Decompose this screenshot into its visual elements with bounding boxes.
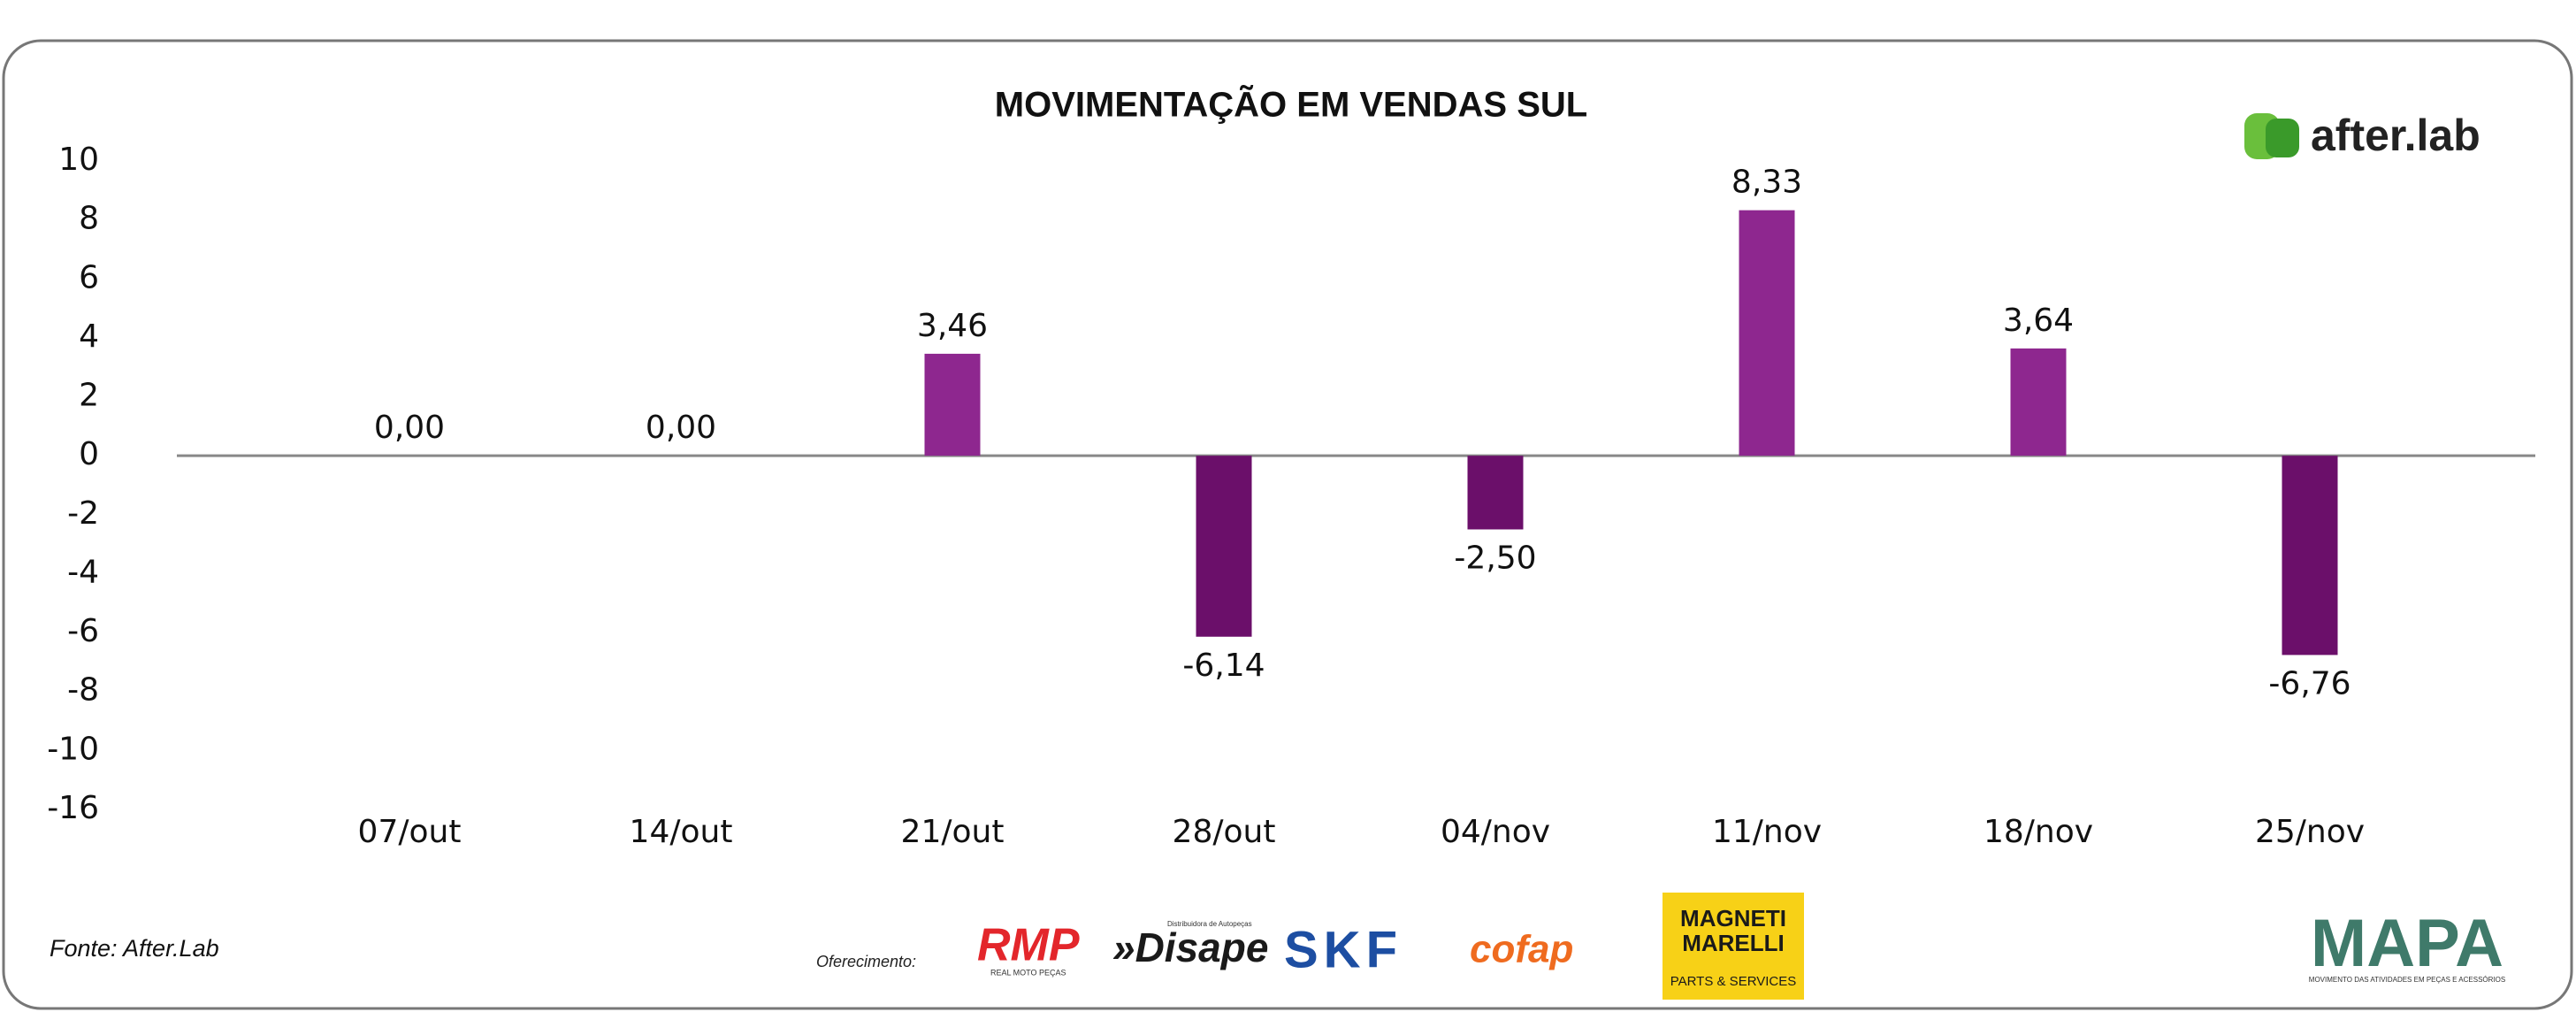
value-label: 3,64	[2003, 303, 2074, 339]
value-label: 8,33	[1731, 165, 1802, 201]
sponsor-box	[1663, 893, 1804, 1000]
sponsor: MAGNETI	[1680, 905, 1786, 932]
y-tick-label: -2	[67, 495, 99, 532]
frame	[2, 39, 2573, 1010]
bar	[2010, 348, 2067, 456]
y-tick-label: -8	[67, 672, 99, 709]
x-tick-label: 11/nov	[1712, 814, 1822, 850]
y-tick-label: 6	[79, 259, 99, 295]
x-tick-label: 04/nov	[1441, 814, 1550, 850]
sponsor-sub: REAL MOTO PEÇAS	[990, 968, 1066, 977]
y-tick-label: -4	[67, 554, 99, 590]
value-label: 3,46	[917, 308, 988, 344]
x-tick-label: 28/out	[1173, 814, 1276, 850]
bar	[2282, 456, 2338, 656]
logo-icon	[2266, 119, 2299, 157]
value-label: 0,00	[374, 410, 445, 446]
value-label: 0,00	[646, 410, 716, 446]
x-tick-label: 14/out	[630, 814, 733, 850]
y-tick-label: 0	[79, 436, 99, 472]
sponsor: »Disape	[1112, 924, 1268, 970]
brand-logo: after.lab	[2244, 111, 2480, 160]
sponsor: RMP	[977, 920, 1080, 971]
source: Fonte: After.Lab	[50, 935, 219, 962]
mapa-sub: MOVIMENTO DAS ATIVIDADES EM PEÇAS E ACES…	[2309, 976, 2505, 984]
y-tick-label: 8	[79, 201, 99, 237]
sponsor: cofap	[1470, 928, 1573, 971]
sponsor: MARELLI	[1682, 930, 1785, 956]
sponsor-sub: Distribuidora de Autopeças	[1167, 920, 1252, 928]
y-tick-label: -16	[47, 790, 99, 826]
y-tick-label: 10	[58, 142, 99, 178]
chart-title: MOVIMENTAÇÃO EM VENDAS SUL	[995, 84, 1587, 125]
x-tick-label: 25/nov	[2255, 814, 2365, 850]
value-label: -6,76	[2268, 665, 2351, 702]
x-tick-label: 21/out	[901, 814, 1005, 850]
sponsor: PARTS & SERVICES	[1670, 974, 1797, 989]
bar	[1739, 210, 1795, 456]
value-label: -6,14	[1182, 648, 1265, 684]
value-label: -2,50	[1454, 540, 1536, 576]
mapa-logo: MAPA	[2311, 906, 2503, 981]
y-tick-label: 2	[79, 378, 99, 414]
x-tick-label: 18/nov	[1984, 814, 2093, 850]
y-tick-label: -10	[47, 731, 99, 767]
bar	[924, 353, 981, 456]
brand-name: after.lab	[2311, 111, 2480, 160]
y-tick-label: -6	[67, 613, 99, 649]
x-tick-label: 07/out	[358, 814, 462, 850]
sponsor: SKF	[1284, 921, 1403, 978]
y-tick-label: 4	[79, 318, 99, 355]
bar	[1196, 456, 1252, 637]
sponsor-label: Oferecimento:	[816, 953, 916, 970]
bar	[1467, 456, 1524, 530]
